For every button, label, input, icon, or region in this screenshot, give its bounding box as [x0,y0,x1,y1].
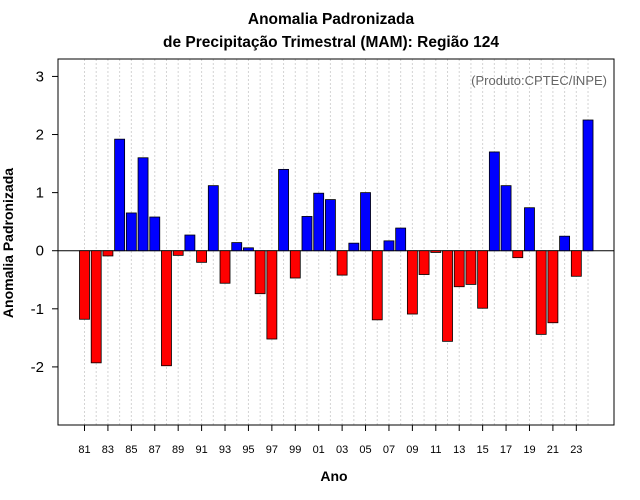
x-tick-label: 87 [149,444,161,456]
x-tick-label: 93 [219,444,231,456]
bar-82 [90,250,102,364]
credit-text: (Produto:CPTEC/INPE) [471,73,607,88]
bar-06 [371,250,383,321]
x-tick-label: 97 [266,444,278,456]
bar-96 [254,250,266,295]
x-tick-label: 11 [430,444,441,456]
x-tick-label: 21 [547,444,559,456]
x-tick-label: 91 [195,444,207,456]
bar-07 [383,240,395,252]
bar-94 [231,242,243,252]
chart-title-line1: Anomalia Padronizada [248,11,415,28]
bar-22 [559,235,571,252]
bar-01 [313,192,325,252]
x-tick-label: 95 [242,444,254,456]
bar-85 [125,212,137,252]
bar-00 [301,216,313,252]
x-tick-label: 89 [172,444,184,456]
bar-83 [102,250,114,257]
bar-20 [535,250,547,335]
x-tick-label: 17 [500,444,512,456]
bar-81 [79,250,90,320]
x-tick-label: 99 [289,444,301,456]
y-tick-label: 1 [36,185,44,202]
bar-12 [442,250,453,342]
x-tick-label: 05 [359,444,371,456]
bar-91 [196,250,208,263]
bar-15 [477,250,489,309]
y-tick-label: -1 [31,301,44,318]
x-tick-label: 15 [477,444,489,456]
bar-08 [395,227,407,252]
bar-10 [418,250,430,275]
bar-90 [184,234,196,252]
x-tick-label: 83 [102,444,114,456]
bar-99 [289,250,301,279]
x-tick-label: 13 [453,444,465,456]
bar-02 [325,199,336,252]
bar-89 [172,250,184,256]
x-tick-label: 81 [78,444,90,456]
x-tick-label: 01 [313,444,325,456]
bar-24 [582,119,594,252]
bar-87 [149,216,161,252]
bar-17 [500,185,512,252]
y-axis-label: Anomalia Padronizada [0,168,16,318]
y-tick-label: -2 [31,359,44,376]
bar-86 [137,157,149,252]
bar-13 [453,250,465,288]
bar-21 [547,250,559,324]
x-tick-label: 09 [406,444,418,456]
bars [79,119,594,367]
chart-title-line2: de Precipitação Trimestral (MAM): Região… [163,34,499,51]
x-axis-label: Ano [320,468,347,484]
y-tick-label: 2 [36,127,44,144]
bar-03 [336,250,348,276]
bar-14 [465,250,477,285]
bar-92 [207,185,219,252]
bar-84 [114,138,126,252]
x-tick-label: 23 [570,444,582,456]
bar-16 [488,151,500,252]
x-tick-label: 03 [336,444,348,456]
bar-23 [570,250,582,277]
y-tick-label: 0 [36,243,44,260]
y-axis: -2 -1 0 1 2 3 [31,68,58,376]
x-tick-label: 85 [125,444,137,456]
bar-98 [278,168,289,252]
bar-95 [243,247,254,252]
bar-97 [266,250,278,340]
bar-18 [512,250,524,259]
bar-05 [360,192,371,252]
bar-88 [161,250,172,367]
bar-19 [524,207,535,252]
bar-11 [430,250,442,253]
bar-93 [219,250,231,284]
x-tick-label: 19 [523,444,535,456]
y-tick-label: 3 [36,68,44,85]
plot-frame [57,58,615,426]
x-axis: 81 83 85 87 89 91 93 95 97 99 01 03 05 07 09 11 13 15 17 19… [78,425,582,456]
bar-09 [406,250,418,315]
x-tick-label: 07 [383,444,395,456]
bar-04 [348,242,360,252]
